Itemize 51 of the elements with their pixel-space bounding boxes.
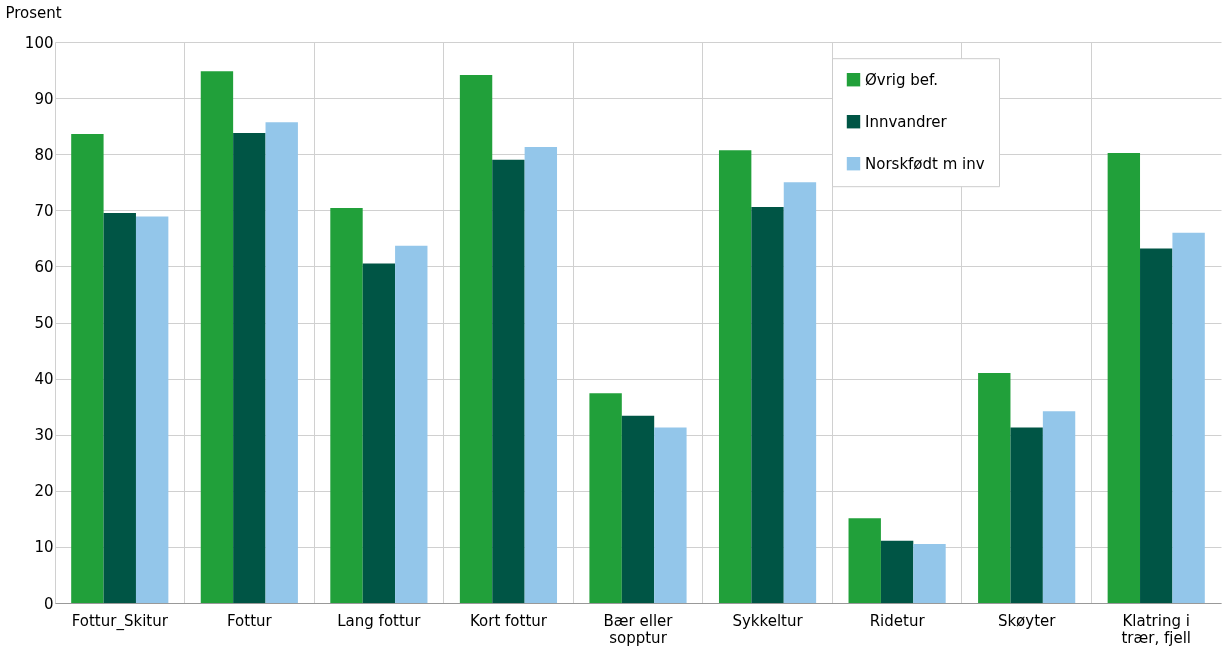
bar bbox=[654, 427, 687, 603]
y-tick-label: 50 bbox=[34, 314, 54, 332]
bar bbox=[1042, 411, 1076, 603]
bar bbox=[200, 71, 234, 603]
y-tick-label: 20 bbox=[34, 482, 54, 501]
x-tick-label: Skøyter bbox=[997, 611, 1057, 630]
bar bbox=[135, 216, 169, 603]
bar bbox=[751, 206, 784, 603]
bar bbox=[1010, 427, 1043, 603]
legend-label: Norskfødt m inv bbox=[865, 154, 985, 173]
bar bbox=[589, 393, 622, 603]
x-tick-label: Sykkeltur bbox=[732, 611, 804, 630]
legend-label: Øvrig bef. bbox=[865, 70, 939, 89]
x-tick-label: Fottur_Skitur bbox=[71, 611, 169, 631]
bar bbox=[1107, 153, 1141, 603]
bar bbox=[1140, 248, 1173, 603]
bar bbox=[103, 213, 136, 603]
y-tick-label: 80 bbox=[34, 145, 54, 164]
y-tick-label: 40 bbox=[34, 370, 54, 389]
bar bbox=[524, 146, 558, 603]
bar bbox=[718, 150, 752, 603]
y-axis-title: Prosent bbox=[5, 3, 62, 22]
bar bbox=[880, 540, 914, 603]
y-tick-label: 10 bbox=[34, 538, 54, 557]
y-tick-label: 0 bbox=[43, 594, 54, 613]
bar bbox=[783, 182, 817, 603]
x-tick-label: Kort fottur bbox=[469, 611, 548, 630]
legend-label: Innvandrer bbox=[865, 112, 948, 131]
bar bbox=[459, 75, 493, 603]
bar bbox=[395, 245, 428, 603]
x-tick-label: Bær eller sopptur bbox=[603, 611, 674, 647]
bar bbox=[1172, 232, 1205, 603]
bar bbox=[848, 518, 881, 603]
y-tick-label: 30 bbox=[34, 426, 54, 445]
y-tick-label: 60 bbox=[34, 257, 54, 276]
x-tick-label: Lang fottur bbox=[337, 611, 422, 630]
bar bbox=[233, 132, 266, 603]
x-tick-label: Fottur bbox=[226, 611, 273, 630]
bar bbox=[621, 415, 655, 603]
bar bbox=[330, 208, 363, 603]
y-tick-label: 90 bbox=[34, 89, 54, 108]
bar bbox=[71, 134, 104, 603]
y-tick-label: 100 bbox=[24, 33, 54, 52]
bar bbox=[978, 372, 1011, 603]
y-tick-label: 70 bbox=[34, 201, 54, 220]
bar bbox=[492, 159, 525, 603]
bar bbox=[362, 263, 396, 603]
bar bbox=[265, 122, 298, 603]
x-tick-label: Ridetur bbox=[869, 611, 926, 630]
bar bbox=[913, 544, 946, 603]
x-tick-label: Klatring i trær, fjell bbox=[1121, 611, 1191, 647]
